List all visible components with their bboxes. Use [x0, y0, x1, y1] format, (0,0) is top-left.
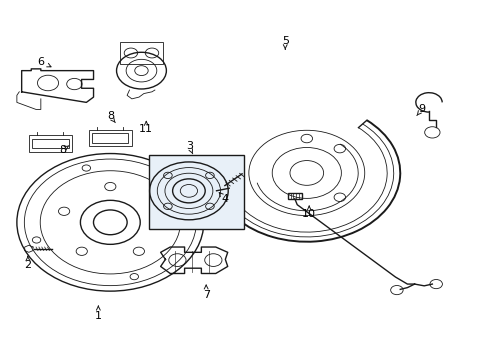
- Text: 11: 11: [139, 124, 153, 134]
- Text: 3: 3: [185, 141, 192, 152]
- Text: 6: 6: [37, 57, 44, 67]
- Bar: [120, 42, 163, 64]
- Bar: [32, 139, 68, 148]
- Bar: [287, 193, 302, 199]
- Text: 10: 10: [302, 208, 316, 219]
- Bar: [92, 134, 128, 143]
- Text: 7: 7: [202, 290, 209, 300]
- Text: 2: 2: [24, 260, 31, 270]
- Text: 8: 8: [59, 145, 66, 155]
- Bar: [89, 130, 132, 147]
- Bar: [29, 135, 72, 152]
- Text: 5: 5: [281, 36, 288, 46]
- Text: 4: 4: [222, 194, 228, 204]
- Text: 8: 8: [106, 112, 114, 121]
- Text: 1: 1: [95, 311, 102, 321]
- Text: 9: 9: [417, 104, 425, 114]
- Bar: [148, 155, 244, 229]
